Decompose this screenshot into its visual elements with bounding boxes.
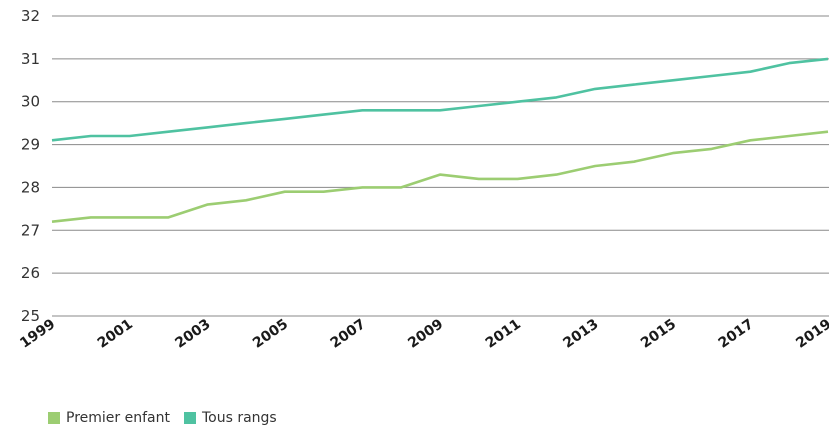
x-tick-label-2015: 2015	[638, 316, 679, 351]
x-tick-label-2019: 2019	[793, 316, 829, 351]
legend-label-tous-rangs: Tous rangs	[201, 410, 277, 426]
x-tick-label-2013: 2013	[560, 316, 601, 351]
legend-item-premier-enfant: Premier enfant	[48, 410, 170, 426]
legend-item-tous-rangs: Tous rangs	[183, 410, 277, 426]
y-tick-label-28: 28	[21, 178, 40, 196]
x-tick-label-2007: 2007	[328, 316, 369, 351]
y-tick-label-29: 29	[21, 136, 40, 154]
legend-label-premier-enfant: Premier enfant	[66, 410, 170, 426]
x-tick-label-2011: 2011	[483, 316, 524, 351]
gridlines	[52, 15, 829, 317]
x-tick-label-2001: 2001	[95, 316, 136, 351]
x-tick-label-2005: 2005	[250, 316, 291, 351]
y-tick-label-32: 32	[21, 7, 40, 25]
x-tick-label-2003: 2003	[172, 316, 213, 351]
y-tick-label-30: 30	[21, 93, 40, 111]
series-lines	[51, 57, 829, 223]
legend-swatch-tous-rangs	[183, 412, 196, 424]
series-line-1	[51, 57, 829, 142]
legend-swatch-premier-enfant	[48, 412, 60, 424]
series-line-0	[51, 130, 829, 223]
x-axis-labels: 1999 2001 2003 2005 2007 2009 2011 2013 2015 2017…	[17, 316, 829, 351]
y-axis-labels: 25 26 27 28 29 30 31 32	[21, 7, 40, 325]
y-tick-label-25: 25	[21, 307, 40, 325]
y-tick-label-31: 31	[21, 50, 40, 68]
x-tick-label-2017: 2017	[716, 316, 757, 351]
y-tick-label-26: 26	[21, 264, 40, 282]
x-tick-label-2009: 2009	[405, 316, 446, 351]
y-tick-label-27: 27	[21, 221, 40, 239]
legend: Premier enfant Tous rangs	[48, 410, 277, 426]
